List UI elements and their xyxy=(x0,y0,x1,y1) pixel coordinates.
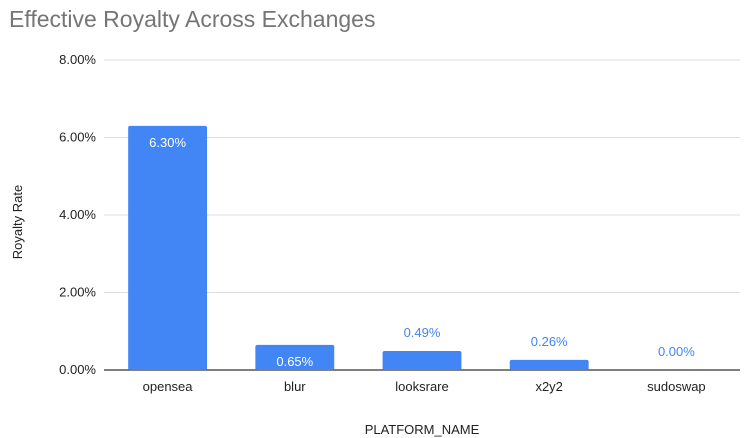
x-tick-label: x2y2 xyxy=(535,379,562,394)
x-tick-label: sudoswap xyxy=(647,379,706,394)
bar-x2y2 xyxy=(509,359,589,370)
y-tick-label: 8.00% xyxy=(59,52,96,67)
data-label-blur: 0.65% xyxy=(276,354,313,369)
y-tick-label: 0.00% xyxy=(59,362,96,377)
y-axis-title: Royalty Rate xyxy=(10,185,25,259)
data-label-opensea: 6.30% xyxy=(149,135,186,150)
x-tick-label: opensea xyxy=(143,379,194,394)
x-tick-labels: opensea blur looksrare x2y2 sudoswap xyxy=(143,379,706,394)
x-tick-label: blur xyxy=(284,379,306,394)
y-tick-label: 2.00% xyxy=(59,285,96,300)
bar-blur xyxy=(255,344,335,370)
x-tick-label: looksrare xyxy=(395,379,448,394)
data-label-looksrare: 0.49% xyxy=(404,325,441,340)
data-label-sudoswap: 0.00% xyxy=(658,344,695,359)
y-tick-label: 4.00% xyxy=(59,207,96,222)
x-axis-title: PLATFORM_NAME xyxy=(365,422,480,437)
y-tick-labels: 0.00% 2.00% 4.00% 6.00% 8.00% xyxy=(59,52,96,377)
y-tick-label: 6.00% xyxy=(59,130,96,145)
bar-looksrare xyxy=(382,351,462,370)
bars xyxy=(128,125,589,370)
data-label-x2y2: 0.26% xyxy=(531,334,568,349)
chart-title: Effective Royalty Across Exchanges xyxy=(9,6,375,32)
data-labels: 6.30% 0.65% 0.49% 0.26% 0.00% xyxy=(149,135,695,369)
bar-opensea xyxy=(128,125,208,370)
